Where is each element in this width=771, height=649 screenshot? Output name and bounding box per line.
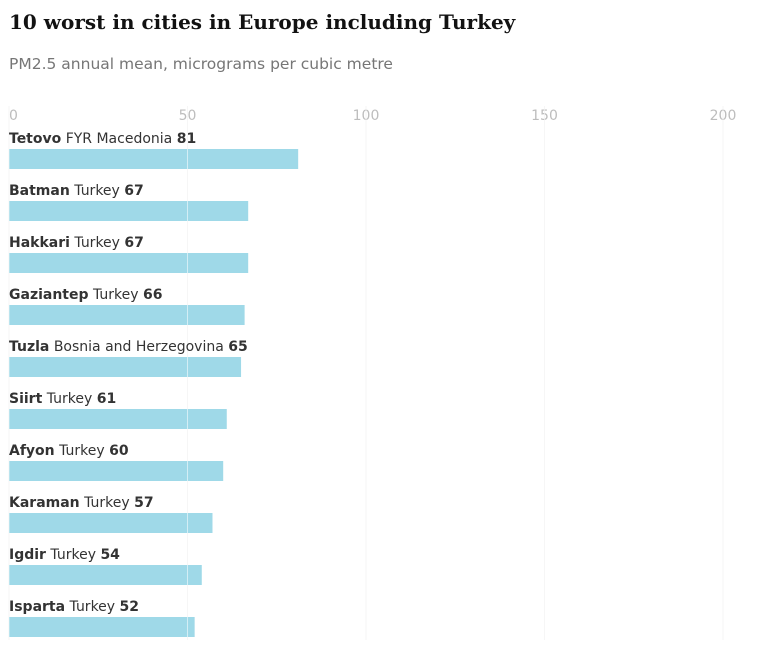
country-name: Turkey	[55, 443, 109, 459]
country-name: Turkey	[89, 287, 143, 303]
bar-label: Tuzla Bosnia and Herzegovina 65	[9, 339, 248, 355]
country-name: FYR Macedonia	[61, 131, 176, 147]
bar-label: Tetovo FYR Macedonia 81	[9, 131, 196, 147]
city-name: Igdir	[9, 547, 46, 563]
value-label: 67	[124, 235, 143, 251]
bar	[9, 253, 249, 273]
country-name: Turkey	[70, 235, 124, 251]
bar-label: Karaman Turkey 57	[9, 495, 154, 511]
country-name: Turkey	[42, 391, 96, 407]
value-label: 57	[134, 495, 153, 511]
bar-label: Afyon Turkey 60	[9, 443, 129, 459]
x-tick-label: 0	[9, 108, 18, 124]
bar-label: Batman Turkey 67	[9, 183, 144, 199]
bar	[9, 357, 242, 377]
bar	[9, 201, 249, 221]
value-label: 52	[120, 599, 139, 615]
chart-title: 10 worst in cities in Europe including T…	[9, 10, 516, 34]
bar-label: Gaziantep Turkey 66	[9, 287, 162, 303]
city-name: Afyon	[9, 443, 55, 459]
value-label: 54	[100, 547, 120, 563]
country-name: Turkey	[65, 599, 119, 615]
bars	[9, 149, 299, 637]
value-label: 65	[228, 339, 247, 355]
city-name: Hakkari	[9, 235, 70, 251]
bar-label: Hakkari Turkey 67	[9, 235, 144, 251]
country-name: Bosnia and Herzegovina	[49, 339, 228, 355]
country-name: Turkey	[80, 495, 134, 511]
value-label: 60	[109, 443, 129, 459]
city-name: Karaman	[9, 495, 80, 511]
country-name: Turkey	[70, 183, 124, 199]
city-name: Gaziantep	[9, 287, 89, 303]
city-name: Tuzla	[9, 339, 49, 355]
country-name: Turkey	[46, 547, 100, 563]
bar	[9, 461, 224, 481]
bar	[9, 409, 227, 429]
bar	[9, 305, 245, 325]
city-name: Isparta	[9, 599, 65, 615]
bar-label: Isparta Turkey 52	[9, 599, 139, 615]
bar-label: Siirt Turkey 61	[9, 391, 116, 407]
bar	[9, 617, 195, 637]
bar-label: Igdir Turkey 54	[9, 547, 120, 563]
chart-subtitle: PM2.5 annual mean, micrograms per cubic …	[9, 55, 393, 73]
city-name: Tetovo	[9, 131, 62, 147]
bar	[9, 513, 213, 533]
value-label: 66	[143, 287, 162, 303]
city-name: Siirt	[9, 391, 43, 407]
bar	[9, 565, 202, 585]
gridlines-over-bars	[8, 106, 724, 640]
value-label: 67	[124, 183, 143, 199]
axis-ticks: 0 50 100 150 200	[9, 108, 736, 124]
value-label: 81	[177, 131, 196, 147]
city-name: Batman	[9, 183, 70, 199]
bar	[9, 149, 299, 169]
value-label: 61	[97, 391, 116, 407]
